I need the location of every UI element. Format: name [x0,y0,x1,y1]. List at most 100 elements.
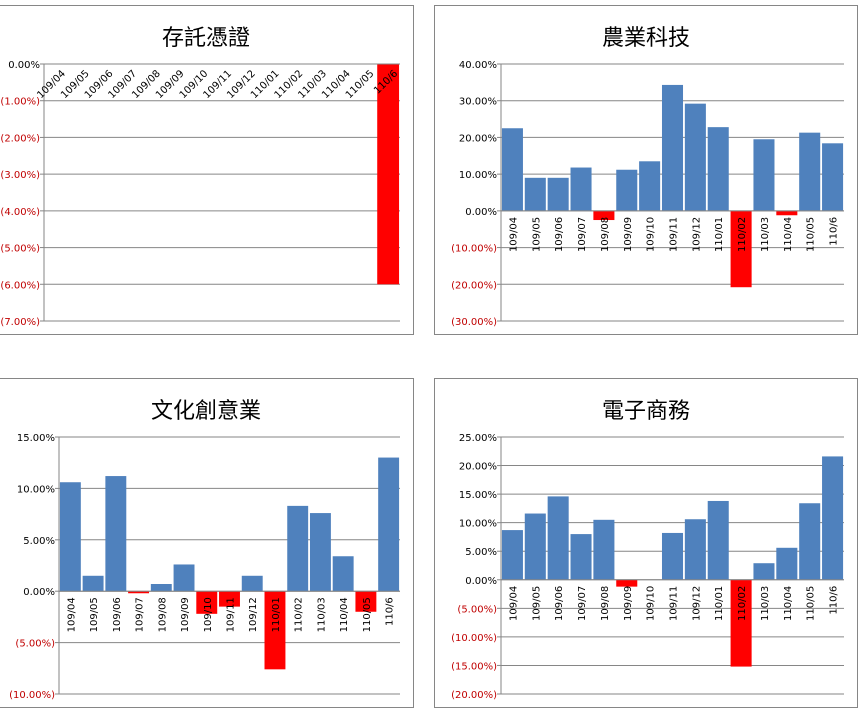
x-tick-label: 109/04 [66,597,77,632]
y-tick-label: (10.00%) [451,633,497,644]
bar [799,132,821,211]
y-tick-label: 40.00% [459,60,497,71]
bar [501,128,523,211]
chart-plot: 40.00% 30.00% 20.00% 10.00% 0.00% (10.00%) (20… [451,60,844,328]
y-tick-label: 25.00% [459,433,497,444]
y-tick-label: (3.00%) [0,170,40,181]
bar [639,161,661,211]
y-tick-label: 20.00% [459,133,497,144]
bar [684,103,706,211]
bar [753,139,775,211]
bar [287,505,309,592]
y-tick-label: (4.00%) [0,207,40,218]
bar [799,503,821,580]
chart-title: 電子商務 [601,399,690,424]
x-tick-label: 109/05 [89,597,100,632]
x-tick-label: 110/6 [829,586,840,615]
chart-title: 農業科技 [601,26,690,51]
bar [776,210,798,216]
bar [616,579,638,587]
x-tick-label: 109/10 [646,217,657,252]
chart-title: 文化創意業 [150,399,261,424]
x-tick-label: 109/10 [203,597,214,632]
bar [707,127,729,211]
y-tick-label: (20.00%) [451,690,497,701]
bar [150,584,172,592]
x-tick-label: 109/05 [531,217,542,252]
x-tick-label: 110/02 [737,586,748,621]
bar [593,519,615,580]
x-tick-label: 109/06 [554,586,565,621]
x-tick-label: 109/10 [646,586,657,621]
chart-plot: 25.00% 20.00% 15.00% 10.00% 5.00% 0.00% (5.00%… [451,433,844,701]
x-tick-label: 109/04 [508,217,519,252]
x-tick-label: 110/05 [362,597,373,632]
y-tick-label: (10.00%) [9,690,55,701]
chart-plot: 15.00% 10.00% 5.00% 0.00% (5.00%) (10.00%) 109… [9,433,400,701]
x-tick-label: 110/04 [783,217,794,252]
y-tick-label: (10.00%) [451,244,497,255]
x-tick-label: 109/08 [600,217,611,252]
chart-panel-agri-tech: 農業科技 40.00% 30.00% 20.00% 10.00% 0.00% (10.00… [434,5,858,335]
chart-title: 存託憑證 [161,26,250,51]
x-tick-label: 109/11 [226,597,237,632]
bar [730,579,752,667]
bar [59,482,81,592]
bar [570,534,592,580]
bar [822,456,844,580]
bar [128,591,150,594]
x-tick-label: 109/11 [669,586,680,621]
bar [264,591,286,670]
x-tick-label: 110/03 [316,597,327,632]
y-tick-label: (5.00%) [0,244,40,255]
bar [219,591,240,607]
bar [730,210,752,288]
y-tick-label: 30.00% [459,97,497,108]
y-tick-label: (6.00%) [0,280,40,291]
x-tick-label: 110/01 [714,586,725,621]
x-tick-label: 110/05 [806,586,817,621]
bar [377,64,400,285]
bar [661,84,684,211]
bar [196,591,218,614]
chart-plot: 0.00% (1.00%) (2.00%) (3.00%) (4.00%) (5.00%)… [0,60,400,328]
bar [547,177,569,211]
x-tick-label: 110/04 [783,586,794,621]
y-tick-label: 15.00% [459,490,497,501]
y-tick-label: 20.00% [459,462,497,473]
y-tick-label: 10.00% [459,519,497,530]
x-tick-label: 109/12 [691,586,702,621]
x-tick-label: 110/01 [714,217,725,252]
bar [570,167,592,211]
y-tick-label: (2.00%) [0,133,40,144]
x-tick-label: 109/07 [577,217,588,252]
bar [332,556,354,592]
x-tick-label: 110/01 [271,597,282,632]
x-tick-label: 109/06 [554,217,565,252]
bar [547,496,569,580]
y-tick-label: (5.00%) [457,604,497,615]
y-tick-label: 15.00% [17,433,55,444]
y-tick-label: 5.00% [465,547,497,558]
x-tick-label: 110/02 [737,217,748,252]
bar [524,513,546,580]
y-tick-label: 0.00% [465,576,497,587]
y-tick-label: 0.00% [465,207,497,218]
bar [378,457,400,592]
x-tick-label: 109/08 [157,597,168,632]
y-tick-label: (5.00%) [15,639,55,650]
y-tick-label: (7.00%) [0,317,40,328]
bar [753,563,775,580]
bar [309,513,331,592]
chart-panel-depositary-receipts: 存託憑證 0.00% (1.00%) (2.00%) (3.00%) (4.00%) (5… [0,5,414,335]
x-tick-label: 110/04 [339,597,350,632]
x-tick-label: 110/6 [385,597,396,626]
x-tick-label: 109/09 [180,597,191,632]
x-tick-label: 109/12 [691,217,702,252]
x-tick-label: 109/11 [669,217,680,252]
x-tick-label: 109/04 [508,586,519,621]
bar [616,169,638,211]
x-tick-label: 109/06 [112,597,123,632]
x-tick-label: 110/02 [294,597,305,632]
bar [501,530,523,580]
